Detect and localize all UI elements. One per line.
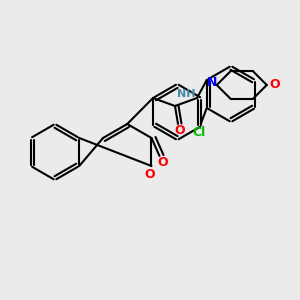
Text: NH: NH: [177, 89, 195, 99]
Text: O: O: [157, 155, 168, 169]
Text: O: O: [144, 167, 155, 181]
Text: N: N: [207, 76, 217, 89]
Text: O: O: [269, 79, 280, 92]
Text: O: O: [175, 124, 185, 137]
Text: Cl: Cl: [192, 127, 206, 140]
